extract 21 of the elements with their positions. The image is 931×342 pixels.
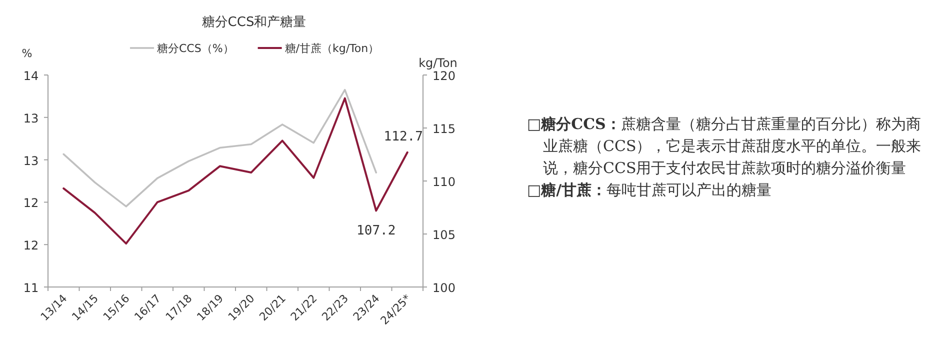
data-label: 112.7: [384, 129, 423, 144]
y2-tick-label: 120: [432, 69, 456, 83]
y2-tick-label: 100: [432, 281, 456, 295]
y-tick-label: 11: [23, 281, 39, 295]
legend-label: 糖分CCS（%）: [157, 42, 234, 55]
chart-title: 糖分CCS和产糖量: [202, 15, 306, 30]
y2-tick-label: 115: [432, 122, 456, 136]
line-series: [62, 88, 378, 208]
y-axis-title: %: [22, 47, 32, 60]
legend-label: 糖/甘蔗（kg/Ton）: [284, 42, 380, 55]
y-tick-label: 14: [23, 69, 39, 83]
y2-tick-label: 110: [432, 175, 456, 189]
y-tick-label: 12: [23, 196, 39, 210]
text: □糖分CCS：蔗糖含量（糖分占甘蔗重量的百分比）称为商业蔗糖（CCS），它是表示甘蔗甜度水平的单位。一般来说，糖分CCS用于支付农民甘蔗款项时的糖分溢价衡量: [527, 114, 922, 179]
y-tick-label: 12: [23, 238, 39, 253]
data-label: 107.2: [356, 224, 396, 239]
y2-axis-title: kg/Ton: [418, 56, 458, 70]
y-tick-label: 13: [23, 111, 39, 126]
y-tick-label: 13: [23, 154, 39, 168]
y2-tick-label: 105: [432, 228, 456, 242]
text: □糖/甘蔗：每吨甘蔗可以产出的糖量: [527, 180, 773, 201]
